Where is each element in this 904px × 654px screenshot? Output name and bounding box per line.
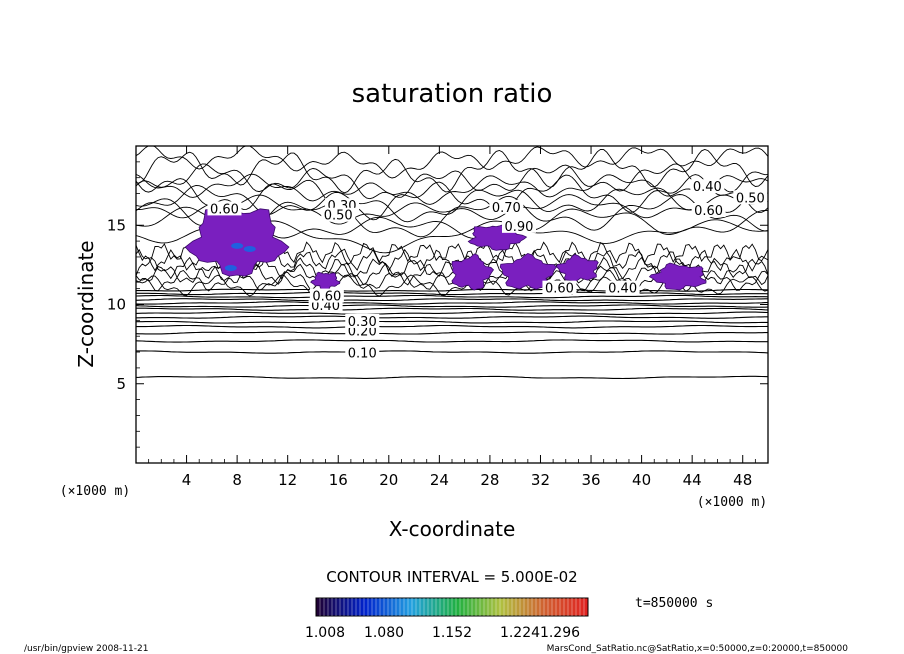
colorbar-tick-label: 1.152 bbox=[432, 625, 472, 641]
colorbar-tick-label: 1.296 bbox=[540, 625, 580, 641]
contour-label: 0.40 bbox=[311, 299, 340, 314]
x-tick-label: 48 bbox=[733, 471, 752, 489]
supersaturated-region bbox=[451, 253, 495, 291]
x-tick-label: 32 bbox=[531, 471, 550, 489]
contour-label: 0.90 bbox=[505, 220, 534, 235]
contour-line bbox=[136, 350, 768, 354]
contour-line bbox=[136, 339, 768, 343]
y-tick-label: 10 bbox=[107, 296, 126, 314]
contour-label-bg bbox=[501, 218, 536, 233]
contour-line bbox=[136, 294, 768, 299]
contour-line bbox=[136, 173, 768, 205]
chart-title: saturation ratio bbox=[352, 79, 553, 109]
contour-line bbox=[136, 315, 768, 319]
supersaturation-core bbox=[231, 242, 244, 249]
contour-label: 0.60 bbox=[545, 282, 574, 297]
x-tick-label: 8 bbox=[232, 471, 242, 489]
contour-line bbox=[136, 307, 768, 311]
contour-label: 0.10 bbox=[348, 347, 377, 362]
x-tick-label: 16 bbox=[329, 471, 348, 489]
contour-label: 0.40 bbox=[608, 282, 637, 297]
contour-line bbox=[136, 288, 768, 292]
contour-line bbox=[136, 324, 768, 329]
contour-line bbox=[136, 375, 768, 380]
supersaturated-region bbox=[310, 271, 341, 290]
contour-label-bg bbox=[345, 313, 380, 328]
contour-label: 0.30 bbox=[348, 315, 377, 330]
contour-label-bg bbox=[733, 190, 768, 205]
x-tick-label: 40 bbox=[632, 471, 651, 489]
x-axis-ticks: 4 8 12 16 20 24 28 32 36 40 44 48 bbox=[148, 146, 756, 489]
x-tick-label: 28 bbox=[480, 471, 499, 489]
contour-line bbox=[136, 291, 768, 296]
colorbar-tick-label: 1.224 bbox=[500, 625, 540, 641]
supersaturated-region bbox=[555, 253, 599, 283]
contour-label: 0.50 bbox=[736, 191, 765, 206]
contour-label: 0.40 bbox=[693, 180, 722, 195]
y-tick-label: 15 bbox=[107, 216, 126, 234]
contour-label: 0.70 bbox=[492, 201, 521, 216]
y-tick-label: 5 bbox=[116, 375, 126, 393]
supersaturation-core bbox=[243, 246, 256, 253]
contour-label-bg bbox=[207, 201, 242, 216]
x-unit-label-left: (×1000 m) bbox=[60, 484, 130, 499]
supersaturated-region bbox=[184, 208, 290, 277]
supersaturated-regions bbox=[184, 208, 707, 291]
x-tick-label: 12 bbox=[278, 471, 297, 489]
colorbar-tick-label: 1.080 bbox=[364, 625, 404, 641]
contour-label-bg bbox=[489, 199, 524, 214]
contour-label-bg bbox=[345, 345, 380, 360]
x-tick-label: 4 bbox=[182, 471, 192, 489]
time-label: t=850000 s bbox=[635, 596, 713, 611]
colorbar-stripes bbox=[319, 598, 585, 616]
footer-left: /usr/bin/gpview 2008-11-21 bbox=[24, 644, 148, 654]
x-axis-label: X-coordinate bbox=[389, 517, 516, 541]
contour-label: 0.50 bbox=[324, 209, 353, 224]
contour-label: 0.60 bbox=[312, 290, 341, 305]
contour-label-bg bbox=[309, 288, 344, 303]
contour-interval-text: CONTOUR INTERVAL = 5.000E-02 bbox=[326, 568, 577, 586]
contour-labels: 0.100.200.300.400.600.60 0.300.500.700.90… bbox=[207, 179, 768, 362]
footer-right: MarsCond_SatRatio.nc@SatRatio,x=0:50000,… bbox=[547, 644, 849, 654]
contour-line bbox=[136, 320, 768, 324]
contour-line bbox=[136, 185, 768, 223]
x-unit-label-right: (×1000 m) bbox=[697, 495, 767, 510]
supersaturated-region bbox=[648, 262, 707, 291]
supersaturation-core bbox=[224, 265, 237, 272]
supersaturated-region bbox=[499, 252, 558, 290]
contour-line bbox=[136, 163, 768, 200]
contour-label-bg bbox=[691, 202, 726, 217]
contour-label: 0.60 bbox=[210, 202, 239, 217]
contour-line bbox=[136, 331, 768, 335]
y-axis-ticks: 5 10 15 bbox=[107, 161, 768, 448]
contour-label: 0.60 bbox=[694, 204, 723, 219]
contour-line bbox=[136, 146, 768, 179]
contour-line bbox=[136, 311, 768, 315]
y-axis-label: Z-coordinate bbox=[74, 240, 98, 367]
contour-line bbox=[136, 274, 768, 297]
contour-label-bg bbox=[690, 179, 725, 194]
colorbar bbox=[315, 597, 589, 617]
contour-label: 0.20 bbox=[348, 324, 377, 339]
contour-label-bg bbox=[321, 207, 356, 222]
contour-label-bg bbox=[542, 280, 577, 295]
x-tick-label: 20 bbox=[379, 471, 398, 489]
colorbar-tick-label: 1.008 bbox=[305, 625, 345, 641]
x-tick-label: 36 bbox=[581, 471, 600, 489]
contour-line bbox=[136, 301, 768, 305]
colorbar-tick-labels: 1.008 1.080 1.152 1.224 1.296 bbox=[305, 625, 580, 641]
contour-line bbox=[136, 298, 768, 302]
contour-line bbox=[136, 304, 768, 308]
x-tick-label: 24 bbox=[430, 471, 449, 489]
x-tick-label: 44 bbox=[683, 471, 702, 489]
contour-label-bg bbox=[605, 280, 640, 295]
contour-line bbox=[136, 148, 768, 194]
contour-lines bbox=[136, 146, 768, 380]
